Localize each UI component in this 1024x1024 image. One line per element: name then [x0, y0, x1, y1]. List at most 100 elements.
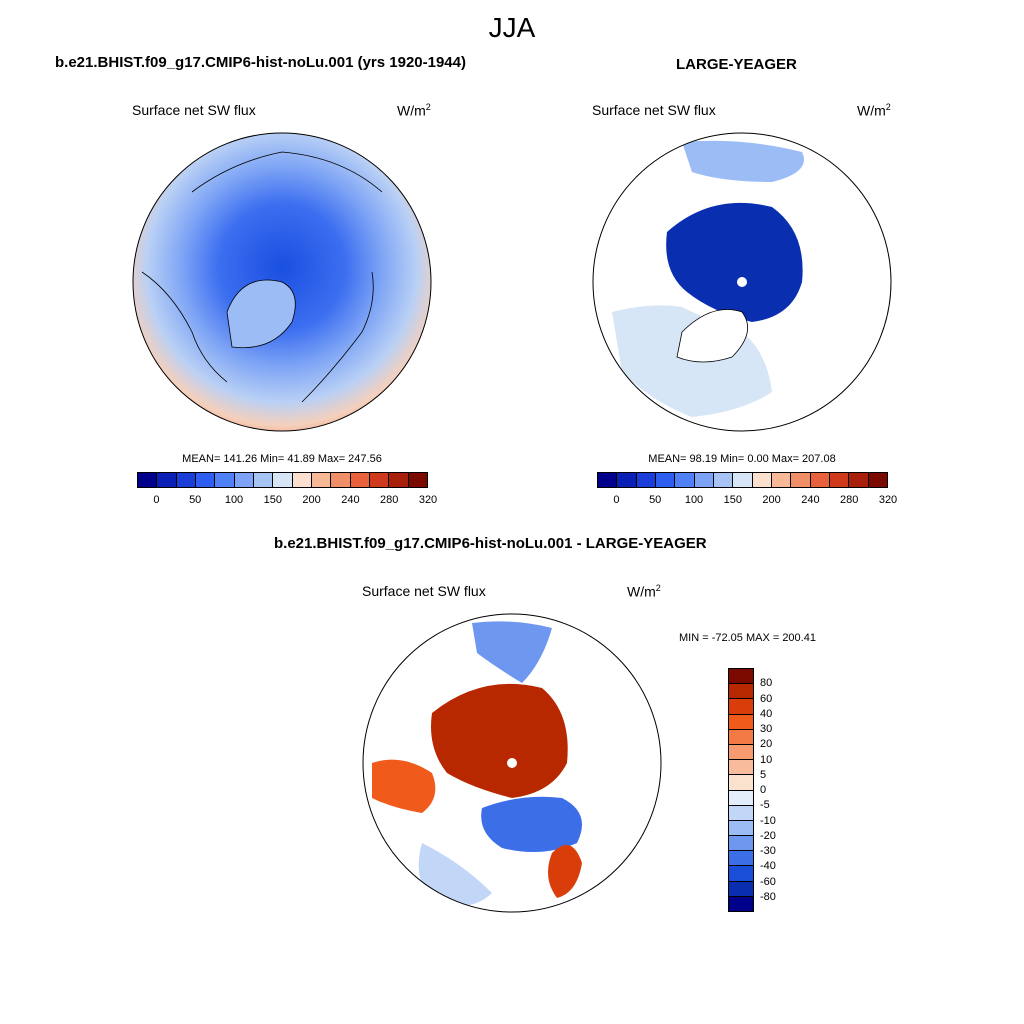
panel2-colorbar-swatch — [675, 473, 695, 487]
panel1-colorbar-label: 280 — [380, 494, 399, 506]
panel3-colorbar-label: 30 — [760, 723, 773, 735]
panel1-colorbar-swatch — [369, 473, 390, 487]
panel1-colorbar-swatch — [234, 473, 254, 487]
panel3-colorbar-label: -10 — [760, 814, 776, 827]
panel1-map — [132, 132, 432, 432]
panel3-colorbar-swatch — [729, 714, 753, 730]
season-title: JJA — [488, 12, 536, 43]
panel3-title: b.e21.BHIST.f09_g17.CMIP6-hist-noLu.001 … — [274, 535, 707, 552]
panel3-colorbar-label: 10 — [760, 753, 773, 766]
panel3-region-pacific-negative — [472, 621, 552, 683]
panel1-colorbar-swatch — [215, 473, 235, 487]
panel1-coast-west — [141, 271, 228, 383]
panel3-region-europe-positive — [548, 845, 582, 898]
panel1-stats: MEAN= 141.26 Min= 41.89 Max= 247.56 — [182, 453, 382, 465]
panel3-colorbar-label: -30 — [760, 845, 776, 857]
panel3-colorbar-swatch — [729, 896, 753, 911]
panel3-colorbar-swatch — [729, 775, 753, 791]
panel2-land-greenland — [676, 309, 749, 363]
panel2-colorbar-swatch — [694, 473, 714, 487]
panel1-units: W/m2 — [397, 102, 431, 119]
panel1-colorbar-label: 0 — [153, 494, 160, 506]
panel1-colorbar-swatch — [350, 473, 370, 487]
panel3-colorbar-label: 60 — [760, 692, 773, 705]
panel3-stats: MIN = -72.05 MAX = 200.41 — [679, 632, 816, 644]
panel2-colorbar-swatch — [849, 473, 869, 487]
panel3-colorbar-label: -40 — [760, 860, 776, 873]
panel3-region-atlantic-south — [418, 843, 492, 907]
panel2-colorbar-label: 150 — [723, 494, 742, 506]
panel2-colorbar-swatch — [810, 473, 830, 487]
panel1-colorbar-swatch — [176, 473, 196, 487]
panel1-colorbar-swatch — [389, 473, 409, 487]
panel2-colorbar-label: 240 — [801, 494, 820, 506]
panel3-colorbar-label: -80 — [760, 890, 776, 903]
panel1-colorbar-swatch — [273, 473, 293, 487]
panel3-colorbar-label: 5 — [760, 768, 767, 781]
panel1-title: b.e21.BHIST.f09_g17.CMIP6-hist-noLu.001 … — [55, 54, 466, 71]
panel3-colorbar-swatch — [729, 669, 753, 685]
panel3-map — [362, 613, 662, 913]
panel1-coast-europe — [301, 271, 374, 403]
panel2-ocean-arctic — [666, 202, 803, 322]
panel1-colorbar-swatch — [157, 473, 177, 487]
panel3-colorbar-label: -60 — [760, 875, 776, 888]
panel3-variable: Surface net SW flux — [362, 583, 486, 599]
panel3-colorbar — [728, 668, 754, 912]
panel2-colorbar-swatch — [733, 473, 753, 487]
panel3-colorbar-swatch — [729, 699, 753, 715]
panel2-variable: Surface net SW flux — [592, 102, 716, 118]
panel2-colorbar-swatch — [617, 473, 637, 487]
panel1-colorbar — [137, 472, 428, 488]
panel2-colorbar-swatch — [598, 473, 618, 487]
panel3-colorbar-swatch — [729, 790, 753, 806]
panel3-region-arctic-positive — [431, 683, 568, 798]
panel3-colorbar-swatch — [729, 851, 753, 867]
panel3-colorbar-swatch — [729, 729, 753, 745]
panel3-region-atlantic-negative — [481, 796, 582, 852]
panel2-colorbar-swatch — [829, 473, 850, 487]
panel3-colorbar-swatch — [729, 760, 753, 776]
panel2-colorbar-swatch — [713, 473, 734, 487]
panel1-colorbar-label: 150 — [263, 494, 282, 506]
panel2-colorbar-swatch — [868, 473, 887, 487]
panel3-colorbar-label: 20 — [760, 738, 773, 751]
panel2-colorbar-swatch — [791, 473, 811, 487]
panel3-colorbar-label: 80 — [760, 677, 773, 690]
panel1-colorbar-label: 100 — [224, 494, 244, 506]
panel2-units: W/m2 — [857, 102, 891, 119]
panel3-units: W/m2 — [627, 583, 661, 600]
panel2-map — [592, 132, 892, 432]
panel2-colorbar-label: 200 — [762, 494, 781, 506]
panel3-colorbar-swatch — [729, 805, 753, 821]
panel2-colorbar-swatch — [771, 473, 792, 487]
panel2-stats: MEAN= 98.19 Min= 0.00 Max= 207.08 — [648, 453, 836, 465]
panel1-colorbar-swatch — [311, 473, 332, 487]
panel3-colorbar-swatch — [729, 684, 753, 700]
panel3-colorbar-swatch — [729, 866, 753, 882]
panel1-colorbar-swatch — [195, 473, 216, 487]
panel3-colorbar-swatch — [729, 881, 753, 897]
panel1-colorbar-swatch — [292, 473, 312, 487]
panel3-colorbar-label: -20 — [760, 829, 776, 842]
panel1-colorbar-swatch — [408, 473, 427, 487]
panel2-colorbar-label: 0 — [613, 494, 620, 506]
panel1-land-greenland — [226, 279, 296, 349]
panel3-colorbar-swatch — [729, 744, 753, 761]
panel3-colorbar-label: 0 — [760, 784, 767, 796]
panel1-colorbar-label: 320 — [418, 494, 438, 506]
panel2-title: LARGE-YEAGER — [676, 56, 797, 73]
panel2-colorbar-swatch — [636, 473, 656, 487]
panel1-colorbar-swatch — [253, 473, 274, 487]
panel1-colorbar-swatch — [331, 473, 351, 487]
panel2-colorbar-label: 280 — [840, 494, 859, 506]
panel3-region-west-positive — [372, 759, 436, 813]
panel2-colorbar-swatch — [655, 473, 676, 487]
panel3-colorbar-swatch — [729, 820, 753, 837]
panel2-colorbar-swatch — [752, 473, 772, 487]
panel1-colorbar-label: 200 — [302, 494, 321, 506]
panel1-variable: Surface net SW flux — [132, 102, 256, 118]
panel3-colorbar-label: 40 — [760, 707, 773, 720]
panel1-colorbar-label: 50 — [189, 494, 202, 506]
panel2-colorbar-label: 100 — [684, 494, 704, 506]
